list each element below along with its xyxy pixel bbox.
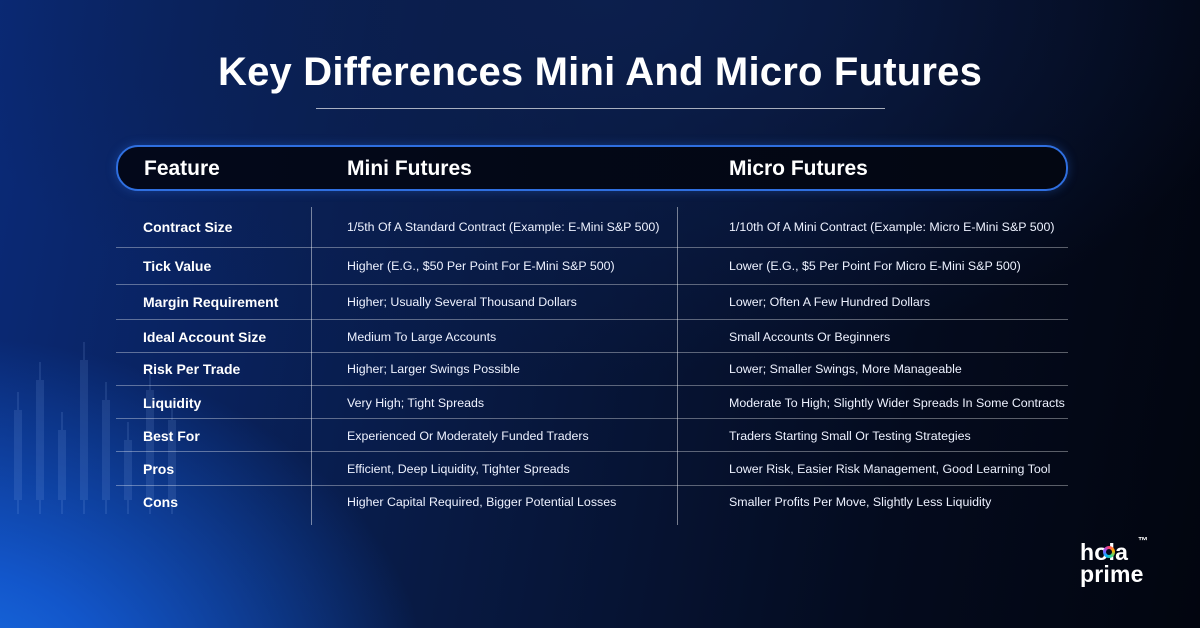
row-micro-value: Small Accounts Or Beginners	[729, 330, 891, 344]
table-row: Cons Higher Capital Required, Bigger Pot…	[116, 486, 1068, 525]
background-candlestick-decoration	[0, 300, 240, 514]
row-mini-value: Higher Capital Required, Bigger Potentia…	[347, 495, 617, 509]
row-mini-value: Very High; Tight Spreads	[347, 396, 485, 410]
row-feature: Contract Size	[143, 219, 233, 235]
row-micro-value: Traders Starting Small Or Testing Strate…	[729, 429, 971, 443]
table-header: Feature Mini Futures Micro Futures	[116, 145, 1068, 191]
row-micro-value: Lower; Smaller Swings, More Manageable	[729, 362, 962, 376]
row-mini-value: Higher (E.G., $50 Per Point For E-Mini S…	[347, 259, 615, 273]
row-mini-value: Higher; Usually Several Thousand Dollars	[347, 295, 577, 309]
row-micro-value: Lower; Often A Few Hundred Dollars	[729, 295, 931, 309]
row-divider	[116, 319, 1068, 320]
header-feature: Feature	[144, 157, 220, 180]
column-divider	[677, 207, 678, 525]
table-row: Contract Size 1/5th Of A Standard Contra…	[116, 207, 1068, 248]
row-micro-value: Moderate To High; Slightly Wider Spreads…	[729, 396, 1065, 410]
row-mini-value: 1/5th Of A Standard Contract (Example: E…	[347, 220, 660, 234]
row-micro-value: 1/10th Of A Mini Contract (Example: Micr…	[729, 220, 1055, 234]
table-row: Margin Requirement Higher; Usually Sever…	[116, 285, 1068, 320]
row-feature: Ideal Account Size	[143, 329, 267, 345]
row-micro-value: Smaller Profits Per Move, Slightly Less …	[729, 495, 992, 509]
row-feature: Tick Value	[143, 258, 212, 274]
row-feature: Pros	[143, 461, 175, 477]
row-divider	[116, 451, 1068, 452]
row-feature: Liquidity	[143, 395, 202, 411]
table-row: Ideal Account Size Medium To Large Accou…	[116, 320, 1068, 353]
row-divider	[116, 284, 1068, 285]
row-feature: Risk Per Trade	[143, 361, 241, 377]
row-divider	[116, 485, 1068, 486]
table-row: Tick Value Higher (E.G., $50 Per Point F…	[116, 248, 1068, 285]
table-row: Pros Efficient, Deep Liquidity, Tighter …	[116, 452, 1068, 486]
row-divider	[116, 385, 1068, 386]
row-feature: Cons	[143, 494, 178, 510]
row-mini-value: Efficient, Deep Liquidity, Tighter Sprea…	[347, 462, 570, 476]
page-title: Key Differences Mini And Micro Futures	[217, 50, 983, 94]
row-mini-value: Experienced Or Moderately Funded Traders	[347, 429, 589, 443]
row-divider	[116, 352, 1068, 353]
table-row: Risk Per Trade Higher; Larger Swings Pos…	[116, 353, 1068, 386]
row-feature: Best For	[143, 428, 200, 444]
row-divider	[116, 247, 1068, 248]
comparison-table: Contract Size 1/5th Of A Standard Contra…	[116, 207, 1068, 525]
hola-prime-logo: hola ™ prime	[1080, 536, 1170, 594]
header-micro-futures: Micro Futures	[729, 157, 868, 180]
row-feature: Margin Requirement	[143, 294, 279, 310]
column-divider	[311, 207, 312, 525]
logo-trademark: ™	[1138, 536, 1148, 547]
title-underline	[316, 108, 885, 109]
table-row: Liquidity Very High; Tight Spreads Moder…	[116, 386, 1068, 419]
logo-line-prime: prime	[1080, 561, 1144, 587]
header-mini-futures: Mini Futures	[347, 157, 472, 180]
row-micro-value: Lower Risk, Easier Risk Management, Good…	[729, 462, 1051, 476]
logo-color-ring-icon	[1103, 546, 1115, 558]
table-row: Best For Experienced Or Moderately Funde…	[116, 419, 1068, 452]
row-mini-value: Higher; Larger Swings Possible	[347, 362, 520, 376]
row-micro-value: Lower (E.G., $5 Per Point For Micro E-Mi…	[729, 259, 1021, 273]
row-mini-value: Medium To Large Accounts	[347, 330, 497, 344]
row-divider	[116, 418, 1068, 419]
